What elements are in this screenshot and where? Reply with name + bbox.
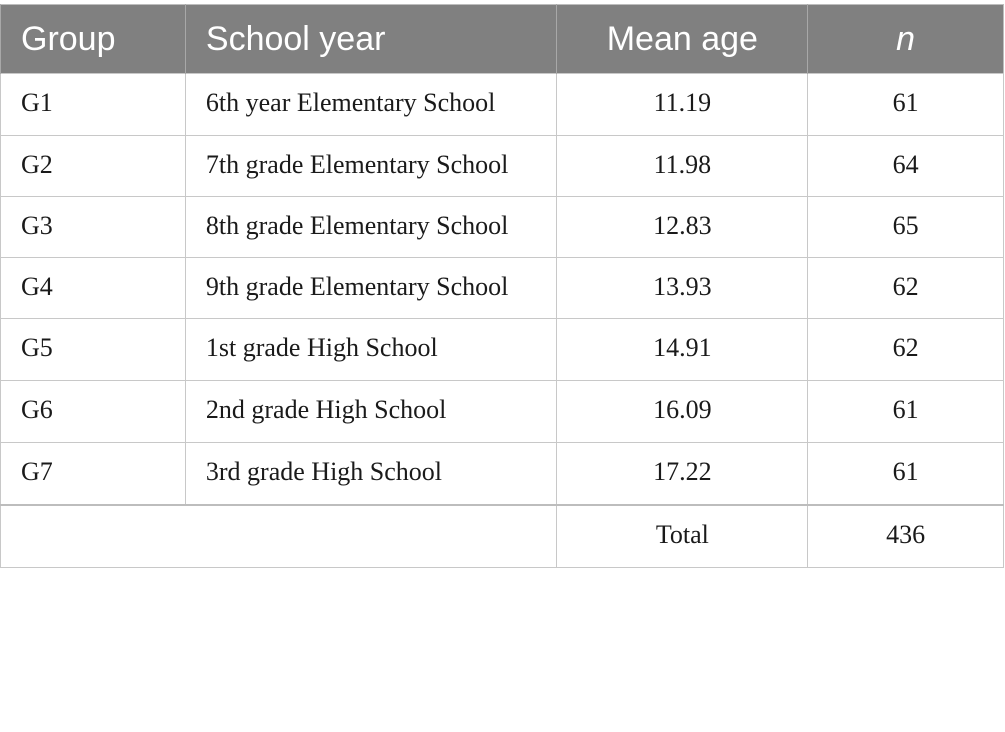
cell-n: 62: [807, 257, 1004, 319]
cell-school-year: 2nd grade High School: [184, 380, 558, 443]
cell-group: G2: [0, 135, 186, 197]
cell-mean-age: 12.83: [556, 196, 809, 258]
cell-school-year: 3rd grade High School: [184, 442, 558, 506]
cell-mean-age: 11.98: [556, 135, 809, 197]
total-row: Total 436: [0, 504, 1004, 568]
total-empty-cell: [0, 504, 558, 568]
header-group: Group: [0, 4, 186, 74]
table-row: G6 2nd grade High School 16.09 61: [0, 380, 1004, 443]
table-row: G4 9th grade Elementary School 13.93 62: [0, 257, 1004, 319]
table-row: G2 7th grade Elementary School 11.98 64: [0, 135, 1004, 197]
cell-group: G5: [0, 318, 186, 381]
cell-mean-age: 17.22: [556, 442, 809, 506]
total-value: 436: [807, 504, 1004, 568]
header-school-year: School year: [184, 4, 557, 74]
cell-group: G1: [0, 73, 186, 136]
cell-mean-age: 16.09: [556, 380, 809, 443]
table-row: G7 3rd grade High School 17.22 61: [0, 442, 1004, 506]
cell-group: G7: [0, 442, 186, 506]
table-row: G3 8th grade Elementary School 12.83 65: [0, 196, 1004, 258]
header-n: n: [807, 4, 1004, 74]
total-label: Total: [556, 504, 809, 568]
cell-mean-age: 14.91: [556, 318, 809, 381]
header-row: Group School year Mean age n: [0, 4, 1004, 74]
cell-mean-age: 13.93: [556, 257, 809, 319]
cell-n: 61: [807, 380, 1004, 443]
header-mean-age: Mean age: [556, 4, 808, 74]
table-row: G5 1st grade High School 14.91 62: [0, 318, 1004, 381]
participants-table: Group School year Mean age n G1 6th year…: [0, 4, 1004, 568]
cell-n: 61: [807, 73, 1004, 136]
cell-group: G3: [0, 196, 186, 258]
cell-school-year: 7th grade Elementary School: [184, 135, 558, 197]
cell-school-year: 6th year Elementary School: [184, 73, 558, 136]
cell-school-year: 8th grade Elementary School: [184, 196, 558, 258]
cell-n: 64: [807, 135, 1004, 197]
cell-school-year: 1st grade High School: [184, 318, 558, 381]
cell-n: 62: [807, 318, 1004, 381]
cell-group: G6: [0, 380, 186, 443]
cell-n: 65: [807, 196, 1004, 258]
table-row: G1 6th year Elementary School 11.19 61: [0, 73, 1004, 136]
cell-school-year: 9th grade Elementary School: [184, 257, 558, 319]
cell-mean-age: 11.19: [556, 73, 809, 136]
cell-n: 61: [807, 442, 1004, 506]
cell-group: G4: [0, 257, 186, 319]
